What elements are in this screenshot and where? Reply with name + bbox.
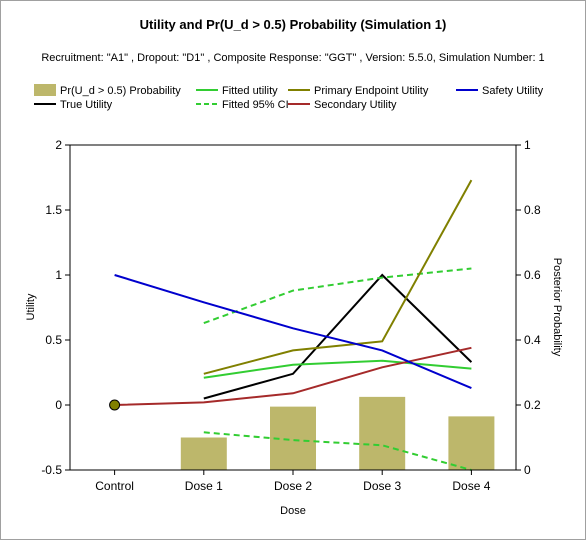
chart-subtitle: Recruitment: "A1" , Dropout: "D1" , Comp…: [41, 52, 544, 64]
legend-item-true-utility: True Utility: [34, 99, 113, 111]
legend-item-fitted-95-ci: Fitted 95% CI: [196, 99, 289, 111]
legend-label: Fitted 95% CI: [222, 99, 289, 111]
series-primary-endpoint-utility: [203, 179, 473, 375]
legend-label: Safety Utility: [482, 85, 544, 97]
legend-label: True Utility: [60, 99, 113, 111]
y2-tick-label: 0.6: [524, 268, 541, 282]
legend-item-primary-endpoint-utility: Primary Endpoint Utility: [288, 85, 429, 97]
y-tick-label: -0.5: [41, 463, 62, 477]
bar-dose-3: [359, 396, 406, 470]
series-true-utility: [203, 273, 473, 400]
y2-tick-label: 0: [524, 463, 531, 477]
series-secondary-utility: [114, 346, 472, 406]
y2-axis-label: Posterior Probability: [551, 258, 563, 357]
legend-item-secondary-utility: Secondary Utility: [288, 99, 397, 111]
bar-dose-1: [180, 437, 227, 470]
x-tick-label: Dose 4: [452, 479, 490, 493]
x-tick-label: Dose 3: [363, 479, 401, 493]
legend-item-pr-u-d-0-5-probability: Pr(U_d > 0.5) Probability: [34, 84, 181, 97]
y-axis-label: Utility: [25, 293, 37, 320]
y-tick-label: 0.5: [45, 333, 62, 347]
x-tick-label: Control: [95, 479, 134, 493]
y-tick-label: 1: [55, 268, 62, 282]
legend-label: Fitted utility: [222, 85, 278, 97]
y-tick-label: 1.5: [45, 203, 62, 217]
legend-label: Primary Endpoint Utility: [314, 85, 429, 97]
series-fitted-95-ci-lower: [203, 431, 472, 471]
legend-item-safety-utility: Safety Utility: [456, 85, 544, 97]
legend: Pr(U_d > 0.5) Probability Fitted utility P…: [34, 84, 544, 111]
legend-label: Secondary Utility: [314, 99, 397, 111]
control-marker: [109, 399, 121, 411]
legend-swatch: [34, 84, 56, 96]
series-fitted-utility: [203, 359, 472, 379]
x-axis-label: Dose: [280, 505, 306, 517]
x-tick-label: Dose 1: [185, 479, 223, 493]
y2-tick-label: 0.8: [524, 203, 541, 217]
series-safety-utility: [114, 274, 472, 390]
y-tick-label: 2: [55, 138, 62, 152]
chart-title: Utility and Pr(U_d > 0.5) Probability (S…: [140, 17, 447, 32]
y2-tick-label: 0.2: [524, 398, 541, 412]
legend-label: Pr(U_d > 0.5) Probability: [60, 85, 181, 97]
plot-area: -0.5 0 0.5 1 1.5 2 0 0.2 0.4 0.6 0.8 1 Control Dose 1…: [41, 138, 541, 493]
y2-tick-label: 0.4: [524, 333, 541, 347]
legend-item-fitted-utility: Fitted utility: [196, 85, 278, 97]
y2-tick-label: 1: [524, 138, 531, 152]
x-tick-label: Dose 2: [274, 479, 312, 493]
series-fitted-95-ci: [203, 267, 472, 325]
bar-dose-4: [448, 416, 495, 470]
y-tick-label: 0: [55, 398, 62, 412]
